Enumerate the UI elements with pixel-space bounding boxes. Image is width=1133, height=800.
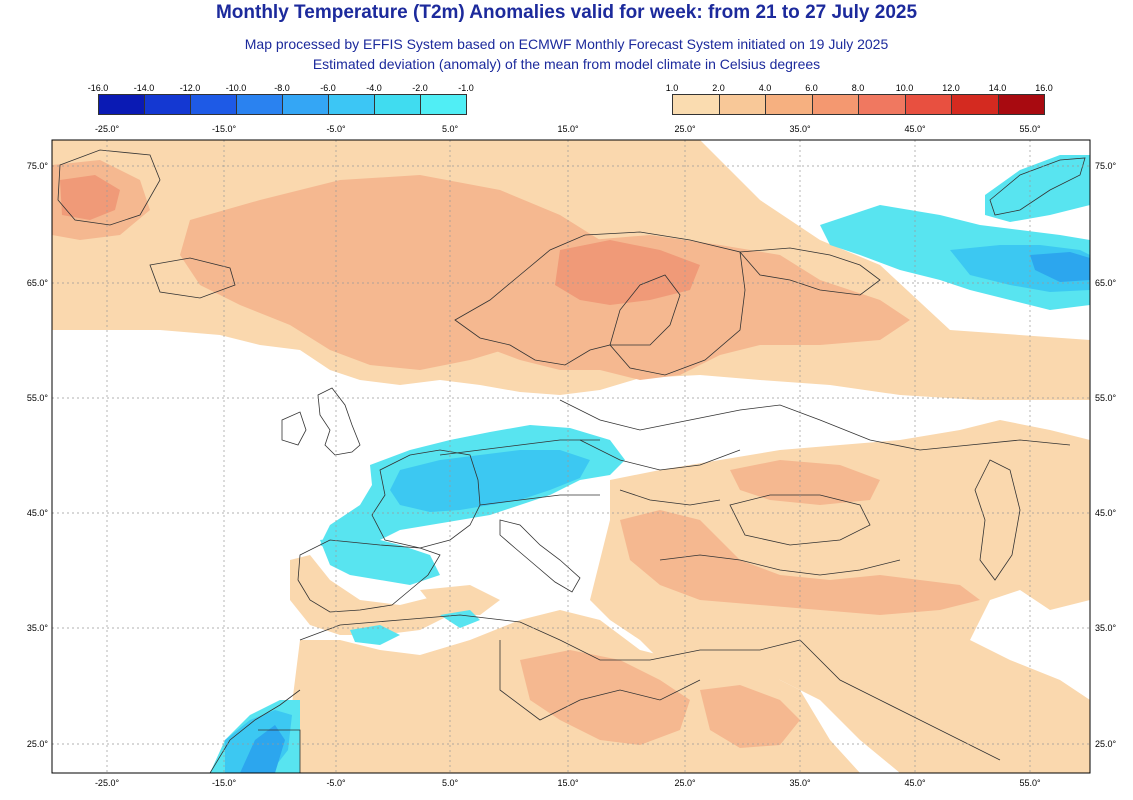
latitude-tick-label: 65.0° (27, 278, 49, 288)
anomaly-cold-light (440, 610, 480, 628)
anomaly-warm-medium (700, 685, 800, 748)
latitude-tick-label: 35.0° (27, 623, 49, 633)
legend-cold-label: -12.0 (179, 83, 201, 93)
anomaly-cold-strong (240, 725, 285, 773)
legend-warm-label: 10.0 (895, 83, 914, 93)
anomaly-warm-medium (620, 510, 980, 615)
legend-cold-swatch (420, 94, 467, 115)
anomaly-warm-strong (555, 240, 700, 305)
longitude-tick-label: -15.0° (212, 778, 237, 788)
longitude-tick-label: 35.0° (789, 778, 811, 788)
longitude-tick-label: 25.0° (674, 124, 696, 134)
longitude-tick-label: 15.0° (557, 124, 579, 134)
legend-warm-label: 6.0 (805, 83, 818, 93)
graticule (52, 140, 1090, 773)
legend-cold-label: -8.0 (274, 83, 290, 93)
legend-warm-swatch (997, 94, 1045, 115)
legend-warm-label: 1.0 (665, 83, 679, 93)
coastlines-borders (57, 149, 1086, 773)
legend-cold-label: -14.0 (133, 83, 155, 93)
longitude-tick-label: 55.0° (1019, 778, 1041, 788)
anomaly-warm-light (290, 555, 450, 635)
longitude-tick-label: -25.0° (95, 778, 120, 788)
legend-cold-label: -16.0 (87, 83, 109, 93)
latitude-tick-label: 55.0° (27, 393, 49, 403)
map-subtitle-description: Estimated deviation (anomaly) of the mea… (312, 56, 821, 72)
longitude-tick-label: 45.0° (904, 124, 926, 134)
longitude-tick-label: 35.0° (789, 124, 811, 134)
longitude-tick-label: -5.0° (326, 778, 346, 788)
anomaly-warm-strong-layer (60, 175, 700, 305)
legend-warm-label: 2.0 (712, 83, 725, 93)
longitude-tick-label: 55.0° (1019, 124, 1041, 134)
anomaly-cold-medium (390, 450, 590, 512)
latitude-tick-label: 45.0° (1095, 508, 1117, 518)
legend-warm-label: 12.0 (942, 83, 960, 93)
legend-cold-label: -2.0 (412, 83, 428, 93)
anomaly-cold-light (985, 155, 1090, 222)
legend-warm-label: 4.0 (758, 83, 772, 93)
longitude-tick-label: -5.0° (326, 124, 346, 134)
anomaly-warm-strong (60, 175, 120, 220)
anomaly-cold-light (320, 535, 440, 585)
legend-warm-label: 8.0 (851, 83, 865, 93)
legend-cold-label: -6.0 (320, 83, 336, 93)
latitude-tick-label: 45.0° (27, 508, 49, 518)
anomaly-warm-medium (520, 650, 690, 745)
legend-cold-colorbar: -16.0 -14.0 -12.0 -10.0 -8.0 -6.0 -4.0 -2.0 -1.0 (88, 83, 474, 117)
longitude-tick-label: -25.0° (95, 124, 120, 134)
latitude-tick-label: 65.0° (1095, 278, 1117, 288)
map-title: Monthly Temperature (T2m) Anomalies vali… (215, 2, 918, 23)
anomaly-cold-light (350, 625, 400, 645)
latitude-tick-label: 75.0° (1095, 161, 1117, 171)
longitude-tick-label: 5.0° (442, 124, 459, 134)
legend-warm-label: 14.0 (988, 83, 1007, 93)
map-frame (51, 139, 1091, 774)
latitude-tick-label: 25.0° (1095, 739, 1117, 749)
longitude-tick-label: 5.0° (442, 778, 459, 788)
legend-cold-label: -1.0 (458, 83, 474, 93)
latitude-tick-label: 55.0° (1095, 393, 1117, 403)
legend-cold-label: -4.0 (366, 83, 382, 93)
legend-warm-label: 16.0 (1035, 83, 1053, 93)
latitude-tick-label: 35.0° (1095, 623, 1117, 633)
map-subtitle-source: Map processed by EFFIS System based on E… (244, 36, 889, 52)
legend-warm-colorbar: 1.0 2.0 4.0 6.0 8.0 10.0 12.0 14.0 16.0 (666, 83, 1053, 117)
latitude-tick-label: 25.0° (27, 739, 49, 749)
longitude-tick-label: -15.0° (212, 124, 237, 134)
longitude-tick-label: 15.0° (557, 778, 579, 788)
longitude-tick-label: 45.0° (904, 778, 926, 788)
anomaly-warm-medium (730, 460, 880, 505)
anomaly-cold-strong-layer (240, 252, 1090, 773)
anomaly-warm-light (420, 585, 500, 615)
latitude-tick-label: 75.0° (27, 161, 49, 171)
anomaly-cold-strong (1030, 252, 1090, 282)
longitude-tick-label: 25.0° (674, 778, 696, 788)
legend-cold-label: -10.0 (225, 83, 247, 93)
